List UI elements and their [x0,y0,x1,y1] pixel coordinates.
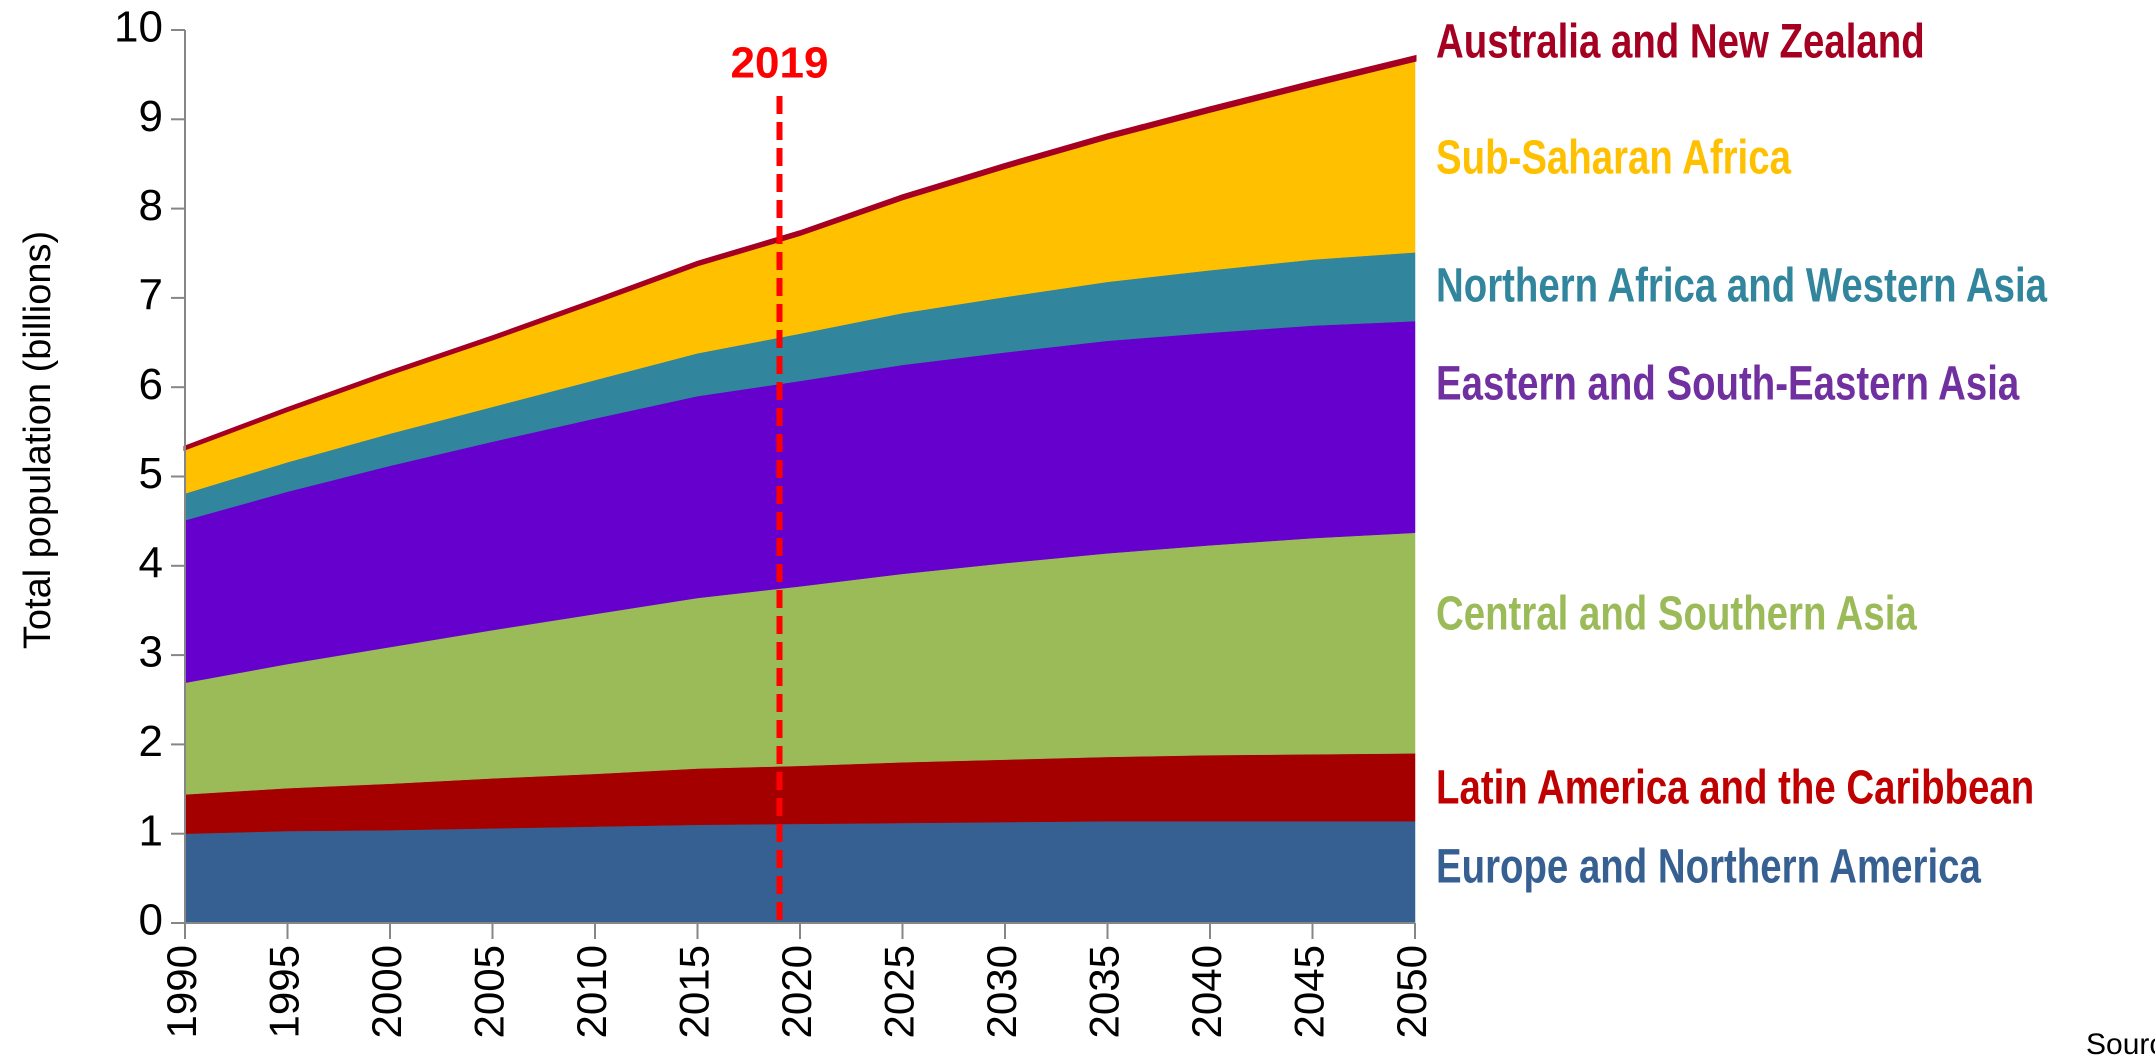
legend-label: Australia and New Zealand [1436,16,1925,69]
y-tick-label: 2 [139,717,163,766]
x-tick-label: 2005 [466,945,513,1038]
legend-label: Central and Southern Asia [1436,588,1917,641]
x-tick-label: 1995 [261,945,308,1038]
x-tick-label: 2015 [671,945,718,1038]
x-tick-label: 1990 [158,945,205,1038]
x-tick-label: 2030 [978,945,1025,1038]
y-tick-label: 3 [139,628,163,677]
x-tick-label: 2045 [1286,945,1333,1038]
area [184,820,1416,924]
y-tick-label: 7 [139,271,163,320]
legend-label: Eastern and South-Eastern Asia [1436,358,2020,411]
y-tick-label: 1 [139,806,163,855]
x-tick-label: 2000 [363,945,410,1038]
y-tick-label: 8 [139,181,163,230]
x-tick-label: 2035 [1081,945,1128,1038]
x-tick-label: 2010 [568,945,615,1038]
y-tick-label: 6 [139,360,163,409]
legend-label: Northern Africa and Western Asia [1436,260,2047,313]
x-tick-label: 2050 [1388,945,1435,1038]
x-tick-label: 2040 [1183,945,1230,1038]
source: Sourc [2086,1028,2155,1058]
legend-label: Latin America and the Caribbean [1436,762,2034,815]
y-tick-label: 9 [139,92,163,141]
legend-label: Sub-Saharan Africa [1436,132,1791,185]
y-tick-label: 10 [114,3,163,52]
area [183,54,1417,451]
y-tick-label: 5 [139,449,163,498]
annotation-label: 2019 [731,39,829,88]
y-axis-label: Total population (billions) [17,231,59,649]
x-tick-label: 2025 [876,945,923,1038]
legend-label: Europe and Northern America [1436,841,1981,894]
x-tick-label: 2020 [773,945,820,1038]
y-tick-label: 0 [139,896,163,945]
y-tick-label: 4 [139,538,163,587]
